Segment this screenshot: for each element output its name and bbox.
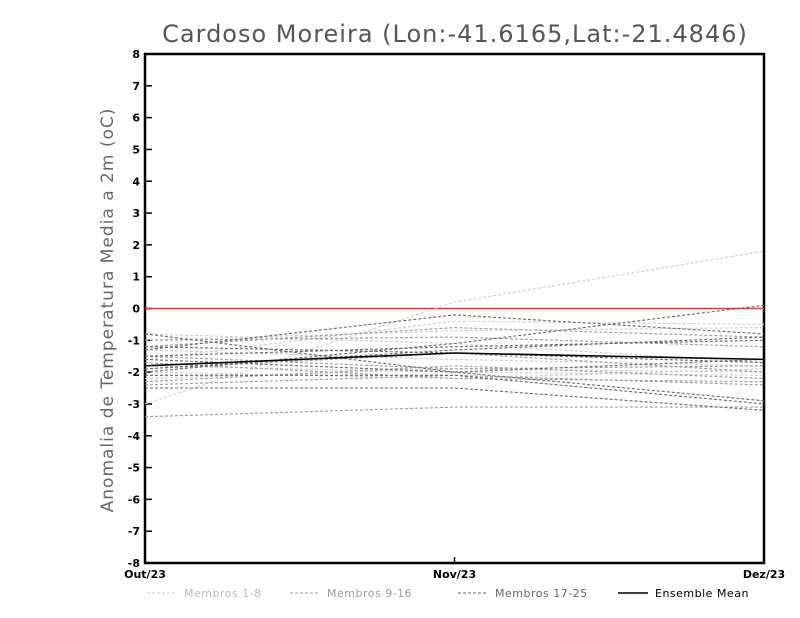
legend-label: Membros 9-16 <box>327 587 412 600</box>
ensemble-mean-line <box>144 352 765 367</box>
member-line-9 <box>144 327 765 348</box>
member-line-18 <box>144 339 765 357</box>
member-line-21 <box>144 336 765 370</box>
member-line-20 <box>144 333 765 402</box>
y-tick-label: 4 <box>132 175 140 188</box>
member-line-23 <box>144 346 765 364</box>
y-tick-label: 1 <box>132 271 140 284</box>
y-tick-label: -1 <box>128 334 140 347</box>
member-line-2 <box>144 320 765 360</box>
member-line-19 <box>145 387 765 411</box>
legend: Membros 1-8 Membros 9-16 Membros 17-25 Ense… <box>147 587 749 600</box>
y-tick-label: 3 <box>132 207 140 220</box>
y-tick-label: 5 <box>132 143 140 156</box>
member-line-10 <box>144 374 765 386</box>
y-tick-label: 2 <box>132 239 140 252</box>
member-line-17 <box>144 314 765 351</box>
y-tick-label: -8 <box>128 557 140 570</box>
y-axis-label: Anomalia de Temperatura Media a 2m (oC) <box>98 108 118 513</box>
y-tick-label: -6 <box>128 493 141 506</box>
member-line-14 <box>144 336 765 348</box>
y-tick-label: -3 <box>128 398 140 411</box>
member-line-16 <box>144 362 765 383</box>
x-axis: Out/23 Nov/23 Dez/23 <box>124 557 785 581</box>
member-line-12 <box>144 352 765 373</box>
y-tick-label: 8 <box>132 48 140 61</box>
y-tick-label: 7 <box>132 80 140 93</box>
member-line-5 <box>144 333 765 364</box>
member-line-15 <box>144 406 764 418</box>
legend-label: Ensemble Mean <box>655 587 749 600</box>
y-tick-label: -7 <box>128 525 140 538</box>
y-tick-label: -4 <box>128 430 141 443</box>
member-line-13 <box>144 365 765 383</box>
series-lines <box>144 250 765 418</box>
member-line-1 <box>144 250 765 405</box>
x-tick-label: Nov/23 <box>433 568 476 581</box>
y-tick-label: 0 <box>132 303 140 316</box>
y-tick-label: -5 <box>128 462 140 475</box>
x-tick-label: Out/23 <box>124 568 166 581</box>
chart-title: Cardoso Moreira (Lon:-41.6165,Lat:-21.48… <box>162 20 748 48</box>
member-line-25 <box>144 304 765 373</box>
member-line-4 <box>144 368 765 380</box>
member-line-24 <box>144 358 765 373</box>
y-tick-label: 6 <box>132 112 140 125</box>
x-tick-label: Dez/23 <box>743 568 785 581</box>
legend-label: Membros 1-8 <box>184 587 262 600</box>
member-line-3 <box>144 327 765 341</box>
legend-label: Membros 17-25 <box>495 587 588 600</box>
member-line-7 <box>144 368 765 380</box>
member-line-22 <box>145 374 765 405</box>
y-tick-label: -2 <box>128 366 140 379</box>
member-line-11 <box>144 355 765 370</box>
